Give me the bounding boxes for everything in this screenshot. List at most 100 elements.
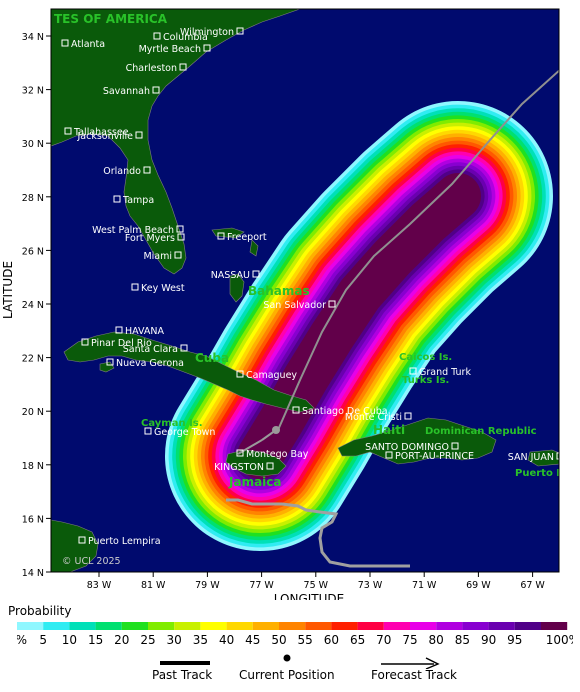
city-label: Jacksonville xyxy=(76,131,133,142)
lon-tick-label: 73 W xyxy=(358,580,383,591)
legend-swatch xyxy=(305,622,332,630)
legend-level-label: 20 xyxy=(114,633,129,647)
country-label: Bahamas xyxy=(248,284,310,298)
city-label: Grand Turk xyxy=(419,367,471,378)
city-marker xyxy=(404,412,412,420)
lon-tick-label: 71 W xyxy=(412,580,437,591)
legend-swatch xyxy=(17,622,44,630)
city-marker xyxy=(328,300,336,308)
country-label: Puerto R xyxy=(515,468,564,479)
legend-swatch xyxy=(121,622,148,630)
axes: 83 W 81 W 79 W 77 W 75 W 73 W 71 W 69 W 67 W 34 N… xyxy=(22,32,546,591)
city-label: Puerto Lempira xyxy=(88,536,161,547)
city-marker xyxy=(177,233,185,241)
city-label: Freeport xyxy=(227,232,267,243)
city-label: Miami xyxy=(143,251,172,262)
city-marker xyxy=(266,462,274,470)
hispaniola-land xyxy=(337,417,497,465)
current-position-sample xyxy=(283,654,291,662)
lat-tick-label: 28 N xyxy=(22,193,44,204)
legend-swatch xyxy=(226,622,253,630)
city-marker xyxy=(203,44,211,52)
legend-swatch xyxy=(148,622,175,630)
city-marker xyxy=(217,232,225,240)
legend-level-label: 100% xyxy=(546,633,573,647)
legend-level-label: 65 xyxy=(350,633,365,647)
city-label: Camaguey xyxy=(246,370,297,381)
track-segment xyxy=(261,429,277,441)
legend-level-label: 35 xyxy=(193,633,208,647)
lat-tick-label: 26 N xyxy=(22,246,44,257)
city-label: Tampa xyxy=(122,195,154,206)
legend-title: Probability xyxy=(8,604,72,618)
city-label: Wilmington xyxy=(180,27,234,38)
city-marker xyxy=(106,358,114,366)
y-axis-label: LATITUDE xyxy=(1,261,15,319)
city-label: Santiago De Cuba xyxy=(302,406,388,417)
legend-swatch xyxy=(279,622,306,630)
legend-swatch xyxy=(410,622,437,630)
lat-tick-label: 18 N xyxy=(22,461,44,472)
legend-swatch xyxy=(488,622,515,630)
lat-tick-label: 34 N xyxy=(22,32,44,43)
legend-level-label: 40 xyxy=(219,633,234,647)
legend-level-label: 15 xyxy=(88,633,103,647)
city-label: SAN JUAN xyxy=(508,452,554,463)
city-marker xyxy=(152,86,160,94)
city-label: West Palm Beach xyxy=(92,225,174,236)
legend-level-label: 70 xyxy=(376,633,391,647)
lat-tick-label: 22 N xyxy=(22,354,44,365)
lon-tick-label: 75 W xyxy=(304,580,329,591)
bahamas-grand xyxy=(211,227,245,239)
past-track-line xyxy=(226,498,410,568)
cuba-land xyxy=(63,331,315,413)
city-label: Savannah xyxy=(103,86,150,97)
lat-tick-label: 24 N xyxy=(22,300,44,311)
legend-swatch xyxy=(331,622,358,630)
country-label: Turks Is. xyxy=(402,375,449,386)
legend-swatch xyxy=(200,622,227,630)
city-marker xyxy=(64,127,72,135)
city-marker xyxy=(236,27,244,35)
country-label: Jamaica xyxy=(228,475,282,489)
legend-swatch xyxy=(436,622,463,630)
city-marker xyxy=(135,131,143,139)
lat-tick-label: 32 N xyxy=(22,86,44,97)
forecast-track-key: Forecast Track xyxy=(371,668,457,682)
city-marker xyxy=(292,406,300,414)
city-label: Monte Cristi xyxy=(345,412,402,423)
country-labels: TES OF AMERICA Bahamas Cuba Cayman Is. Jamai… xyxy=(54,12,564,567)
city-marker xyxy=(153,32,161,40)
city-marker xyxy=(451,442,459,450)
lon-tick-label: 79 W xyxy=(195,580,220,591)
usa-land xyxy=(51,9,301,275)
country-label: Caicos Is. xyxy=(399,352,452,363)
lat-tick-label: 14 N xyxy=(22,568,44,579)
legend-swatch xyxy=(43,622,70,630)
city-label: HAVANA xyxy=(125,326,165,337)
map-frame xyxy=(50,8,560,573)
legend-level-label: 50 xyxy=(271,633,286,647)
lon-tick-label: 83 W xyxy=(87,580,112,591)
city-marker xyxy=(144,427,152,435)
city-label: Montego Bay xyxy=(246,449,309,460)
city-label: Key West xyxy=(141,283,185,294)
central-america-land xyxy=(51,519,99,572)
city-marker xyxy=(180,344,188,352)
country-label: Cuba xyxy=(195,351,229,365)
lon-tick-label: 69 W xyxy=(466,580,491,591)
x-axis-label: LONGITUDE xyxy=(274,592,344,600)
legend-level-label: 95 xyxy=(507,633,522,647)
legend-swatch xyxy=(383,622,410,630)
city-label: Orlando xyxy=(103,166,141,177)
lat-tick-label: 20 N xyxy=(22,407,44,418)
city-marker xyxy=(236,370,244,378)
city-label: George Town xyxy=(154,427,215,438)
forecast-track-line xyxy=(277,69,559,431)
country-label: Haiti xyxy=(373,423,405,437)
city-marker xyxy=(236,449,244,457)
city-label: Columbia xyxy=(163,32,208,43)
current-position-key: Current Position xyxy=(239,668,335,682)
